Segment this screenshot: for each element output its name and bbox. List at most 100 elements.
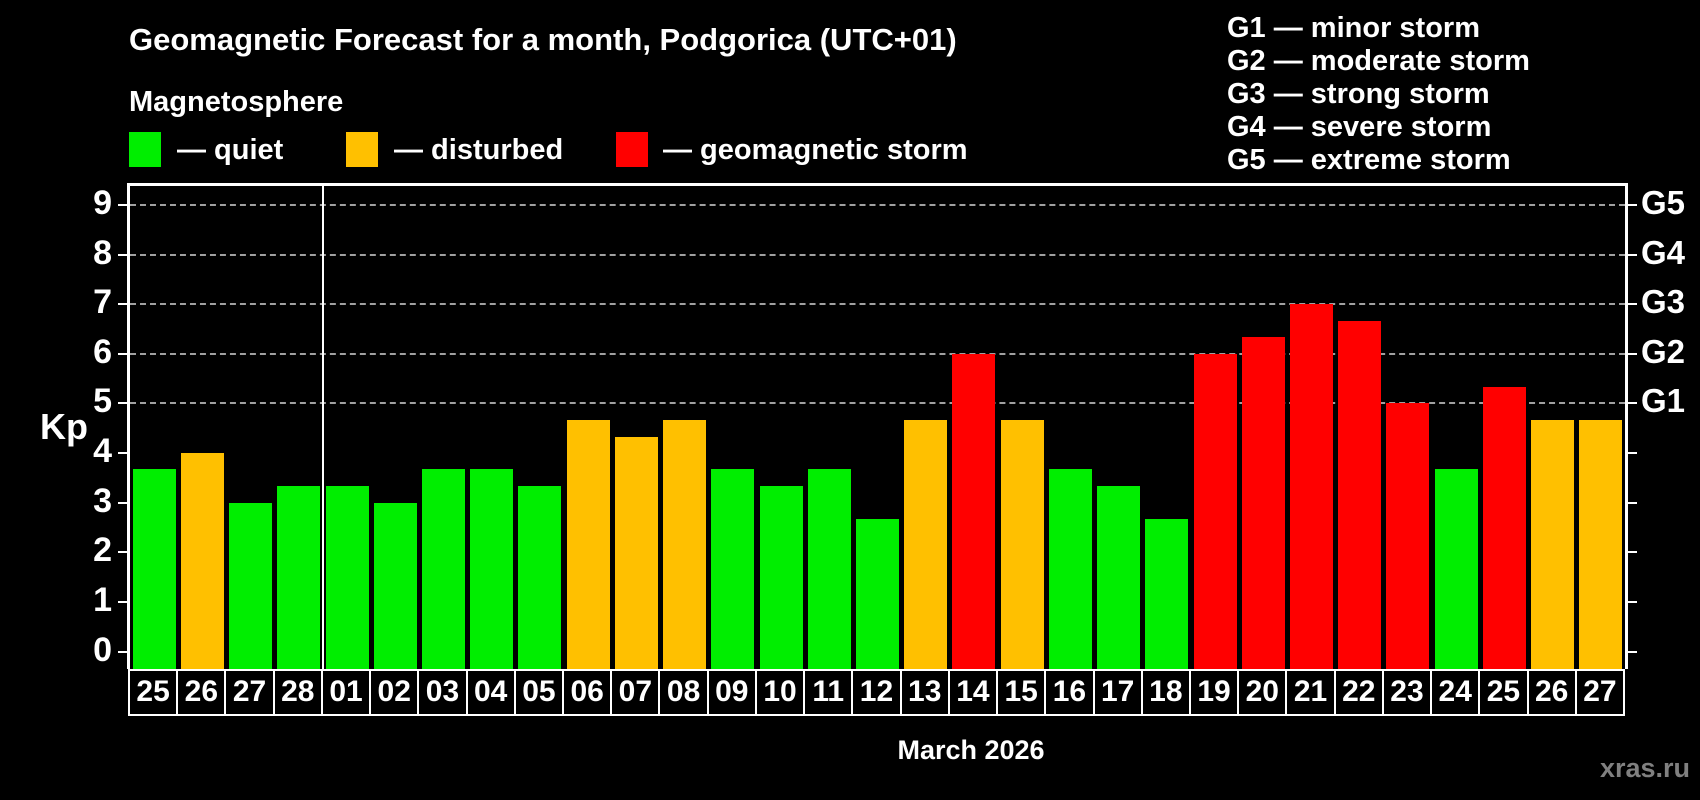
- chart-title: Geomagnetic Forecast for a month, Podgor…: [129, 22, 957, 57]
- date-cell-26: 26: [176, 669, 227, 716]
- bar-06: [566, 419, 610, 669]
- g-legend-line-2: G2 — moderate storm: [1227, 45, 1530, 77]
- g-axis-label-G5: G5: [1641, 183, 1686, 221]
- bar-02: [373, 502, 417, 669]
- gridline-G4: [130, 253, 1625, 256]
- bar-20: [1241, 337, 1285, 669]
- bar-17: [1097, 486, 1141, 669]
- watermark-link[interactable]: xras.ru: [1599, 753, 1690, 783]
- date-cell-08: 08: [658, 669, 709, 716]
- g-legend-line-3: G3 — strong storm: [1227, 78, 1490, 110]
- y-tick-left-3: [118, 501, 127, 504]
- bar-01: [325, 486, 369, 669]
- y-tick-left-4: [118, 452, 127, 455]
- bar-26: [180, 453, 224, 669]
- date-cell-03: 03: [417, 669, 468, 716]
- y-tick-left-7: [118, 303, 127, 306]
- gridline-G3: [130, 303, 1625, 306]
- y-tick-label-2: 2: [93, 531, 112, 570]
- legend-label-quiet: — quiet: [177, 134, 284, 166]
- bar-22: [1338, 320, 1382, 669]
- g-axis-label-G4: G4: [1641, 233, 1686, 271]
- date-cell-01: 01: [320, 669, 372, 716]
- bar-18: [1145, 519, 1189, 669]
- date-cell-20: 20: [1237, 669, 1288, 716]
- g-levels-legend: G1 — minor storm G2 — moderate storm G3 — …: [1227, 12, 1530, 177]
- g-legend-line-1: G1 — minor storm: [1227, 12, 1480, 44]
- bar-13: [904, 419, 948, 669]
- g-axis-label-G2: G2: [1641, 332, 1686, 370]
- y-tick-left-6: [118, 352, 127, 355]
- date-cell-25: 25: [128, 669, 179, 716]
- y-tick-left-1: [118, 601, 127, 604]
- bar-10: [759, 486, 803, 669]
- bar-28: [277, 486, 321, 669]
- bar-05: [518, 486, 562, 669]
- y-axis-line: [127, 183, 130, 669]
- y-tick-left-9: [118, 203, 127, 206]
- x-axis-title: March 2026: [897, 735, 1045, 765]
- bar-25: [1482, 387, 1526, 669]
- y-tick-label-8: 8: [93, 233, 112, 272]
- y-tick-label-1: 1: [93, 581, 112, 620]
- y-tick-left-5: [118, 402, 127, 405]
- date-cell-16: 16: [1044, 669, 1095, 716]
- date-cell-02: 02: [369, 669, 420, 716]
- bar-08: [663, 419, 707, 669]
- date-cell-17: 17: [1092, 669, 1143, 716]
- date-cell-18: 18: [1140, 669, 1191, 716]
- date-cell-07: 07: [610, 669, 661, 716]
- bar-03: [421, 469, 465, 669]
- y-tick-left-0: [118, 650, 127, 653]
- date-cell-27: 27: [224, 669, 275, 716]
- bar-26: [1531, 419, 1575, 669]
- date-cell-21: 21: [1285, 669, 1336, 716]
- date-cell-22: 22: [1333, 669, 1384, 716]
- date-cell-27: 27: [1574, 669, 1625, 716]
- y-tick-right-6: [1628, 352, 1637, 355]
- bar-19: [1193, 353, 1237, 669]
- bar-16: [1048, 469, 1092, 669]
- date-cell-14: 14: [947, 669, 999, 716]
- bar-21: [1290, 304, 1334, 669]
- date-cell-23: 23: [1381, 669, 1433, 716]
- y-tick-right-7: [1628, 303, 1637, 306]
- y-tick-label-6: 6: [93, 332, 112, 371]
- bar-09: [711, 469, 755, 669]
- date-cell-19: 19: [1188, 669, 1240, 716]
- gridline-G2: [130, 352, 1625, 355]
- y-tick-right-9: [1628, 203, 1637, 206]
- legend-swatch-storm: [616, 132, 648, 167]
- date-cell-09: 09: [706, 669, 757, 716]
- legend-swatch-disturbed: [346, 132, 378, 167]
- y-tick-right-1: [1628, 601, 1637, 604]
- g-axis-label-G3: G3: [1641, 283, 1686, 321]
- bar-27: [1579, 419, 1623, 669]
- bar-24: [1434, 469, 1478, 669]
- bar-14: [952, 353, 996, 669]
- legend-swatch-quiet: [129, 132, 161, 167]
- color-legend: — quiet — disturbed — geomagnetic storm: [0, 131, 1100, 171]
- g-axis-label-G1: G1: [1641, 382, 1686, 420]
- gridline-G5: [130, 203, 1625, 206]
- bar-15: [1000, 419, 1044, 669]
- right-axis-line: [1625, 183, 1628, 669]
- date-cell-12: 12: [851, 669, 902, 716]
- date-cell-04: 04: [465, 669, 516, 716]
- bar-11: [807, 469, 851, 669]
- y-tick-right-0: [1628, 650, 1637, 653]
- g-legend-line-5: G5 — extreme storm: [1227, 144, 1511, 176]
- bar-07: [614, 436, 658, 669]
- date-cell-06: 06: [562, 669, 613, 716]
- y-tick-right-2: [1628, 551, 1637, 554]
- y-axis-title: Kp: [40, 406, 88, 447]
- date-cell-25: 25: [1478, 669, 1529, 716]
- date-cell-15: 15: [996, 669, 1047, 716]
- date-cell-24: 24: [1430, 669, 1481, 716]
- y-tick-left-8: [118, 253, 127, 256]
- legend-label-storm: — geomagnetic storm: [663, 134, 968, 166]
- chart-subtitle: Magnetosphere: [129, 86, 344, 118]
- y-tick-label-7: 7: [93, 283, 112, 322]
- date-cell-13: 13: [899, 669, 950, 716]
